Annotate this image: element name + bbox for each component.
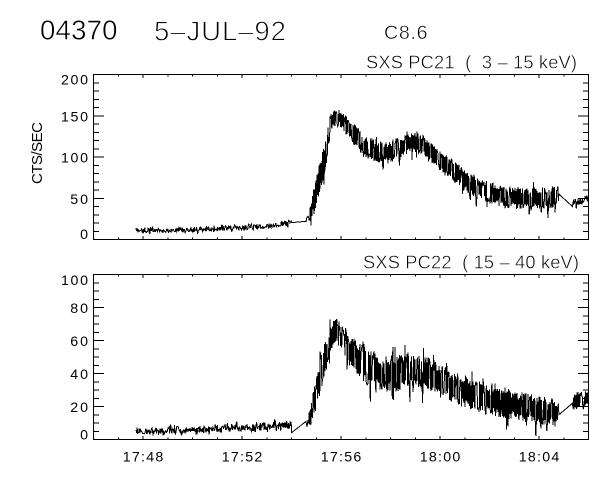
svg-text:18:04: 18:04 — [519, 450, 560, 466]
svg-text:CTS/SEC: CTS/SEC — [29, 122, 46, 184]
svg-text:20: 20 — [70, 400, 88, 416]
svg-text:0: 0 — [80, 227, 88, 243]
svg-text:17:48: 17:48 — [123, 450, 164, 466]
svg-text:04370: 04370 — [40, 15, 118, 46]
svg-text:18:00: 18:00 — [420, 450, 461, 466]
svg-text:60: 60 — [70, 334, 88, 350]
svg-text:0: 0 — [80, 427, 88, 443]
svg-text:C8.6: C8.6 — [384, 22, 428, 44]
svg-text:17:56: 17:56 — [321, 450, 362, 466]
svg-text:50: 50 — [70, 192, 88, 208]
svg-text:100: 100 — [61, 151, 88, 167]
svg-text:SXS PC22 ( 15 – 40 keV): SXS PC22 ( 15 – 40 keV) — [363, 252, 579, 273]
svg-text:5–JUL–92: 5–JUL–92 — [154, 16, 286, 47]
svg-text:80: 80 — [70, 301, 88, 317]
svg-text:SXS PC21 ( 3 – 15 keV): SXS PC21 ( 3 – 15 keV) — [366, 52, 577, 73]
svg-text:150: 150 — [61, 109, 88, 125]
svg-text:100: 100 — [61, 273, 88, 289]
svg-text:40: 40 — [70, 367, 88, 383]
svg-text:17:52: 17:52 — [222, 450, 263, 466]
svg-text:200: 200 — [61, 73, 88, 89]
